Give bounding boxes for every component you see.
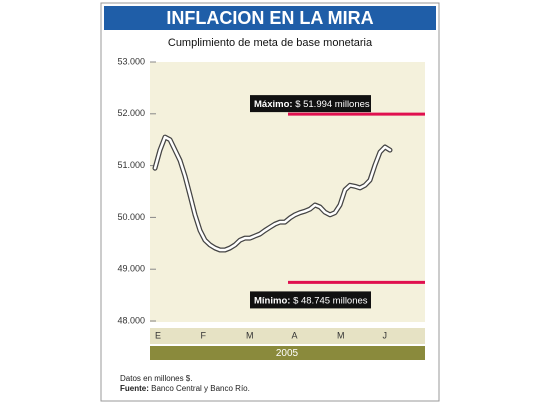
x-tick-label: M bbox=[246, 330, 254, 340]
x-tick-label: J bbox=[383, 330, 388, 340]
source-text: Banco Central y Banco Río. bbox=[151, 384, 250, 393]
annotation-value: $ 48.745 millones bbox=[293, 295, 368, 306]
title-bar bbox=[104, 6, 436, 30]
line bbox=[153, 135, 392, 252]
annotation: Mínimo: $ 48.745 millones bbox=[254, 295, 368, 306]
year-strip bbox=[150, 346, 425, 360]
note: Datos en millones $. bbox=[120, 374, 192, 383]
annotation: Máximo: $ 51.994 millones bbox=[254, 99, 370, 110]
y-tick-label: 53.000 bbox=[117, 56, 145, 66]
chart-title: INFLACION EN LA MIRA bbox=[166, 8, 373, 28]
annotation-box bbox=[250, 291, 371, 309]
source: Fuente: Banco Central y Banco Río. bbox=[120, 384, 250, 393]
source-label: Fuente: bbox=[120, 384, 149, 393]
y-tick-label: 52.000 bbox=[117, 108, 145, 118]
chart-subtitle: Cumplimiento de meta de base monetaria bbox=[168, 37, 373, 49]
x-tick-label: M bbox=[337, 330, 345, 340]
y-tick-label: 50.000 bbox=[117, 212, 145, 222]
y-tick-label: 48.000 bbox=[117, 315, 145, 325]
x-tick-label: E bbox=[155, 330, 161, 340]
month-strip bbox=[150, 328, 425, 344]
annotation-label: Mínimo: bbox=[254, 295, 290, 306]
x-tick-label: A bbox=[292, 330, 298, 340]
annotation-box bbox=[250, 95, 371, 113]
annotation-value: $ 51.994 millones bbox=[295, 99, 370, 110]
annotation-label: Máximo: bbox=[254, 99, 293, 110]
x-tick-label: F bbox=[201, 330, 207, 340]
x-group-label: 2005 bbox=[276, 348, 299, 359]
y-tick-label: 51.000 bbox=[117, 160, 145, 170]
y-tick-label: 49.000 bbox=[117, 264, 145, 274]
